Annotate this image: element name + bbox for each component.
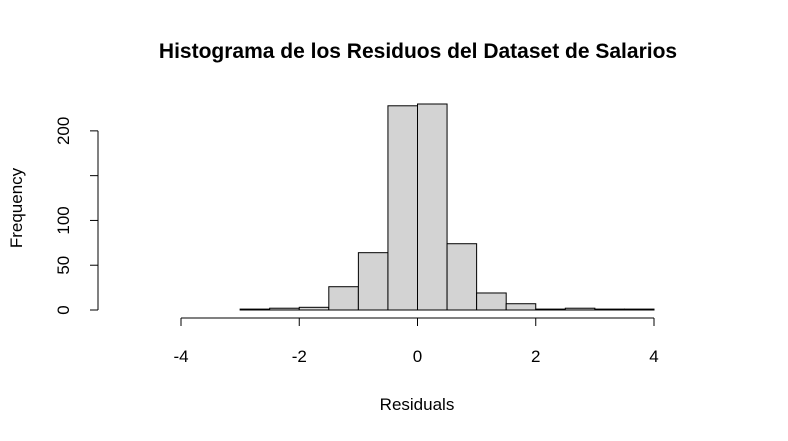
histogram-bar xyxy=(446,243,478,311)
histogram-bar xyxy=(328,286,359,311)
y-tick-label: 0 xyxy=(54,305,73,314)
x-axis: -4 -2 0 2 4 xyxy=(173,317,659,366)
bars-group xyxy=(239,103,655,311)
x-tick-label: 0 xyxy=(413,347,422,366)
x-tick-label: -4 xyxy=(173,347,188,366)
y-tick-label: 100 xyxy=(54,206,73,234)
x-tick-label: 4 xyxy=(649,347,658,366)
histogram-bar xyxy=(357,252,389,311)
histogram-bar xyxy=(476,292,507,311)
y-tick-label: 200 xyxy=(54,117,73,145)
histogram-bar xyxy=(623,308,655,311)
x-axis-label: Residuals xyxy=(380,395,455,414)
histogram-bar xyxy=(298,306,330,311)
histogram-bar xyxy=(387,105,419,311)
chart-title: Histograma de los Residuos del Dataset d… xyxy=(159,40,677,63)
y-axis-label: Frequency xyxy=(7,167,26,248)
histogram-bar xyxy=(417,103,448,311)
y-axis: 0 50 100 200 xyxy=(54,117,99,315)
x-tick-label: -2 xyxy=(292,347,307,366)
histogram-bar xyxy=(535,308,566,311)
histogram-bar xyxy=(594,308,625,311)
histogram-bar xyxy=(564,307,596,311)
x-tick-label: 2 xyxy=(531,347,540,366)
histogram-bar xyxy=(269,307,300,311)
histogram-bar xyxy=(505,303,537,311)
y-tick-label: 50 xyxy=(54,256,73,275)
histogram-bar xyxy=(239,308,271,311)
